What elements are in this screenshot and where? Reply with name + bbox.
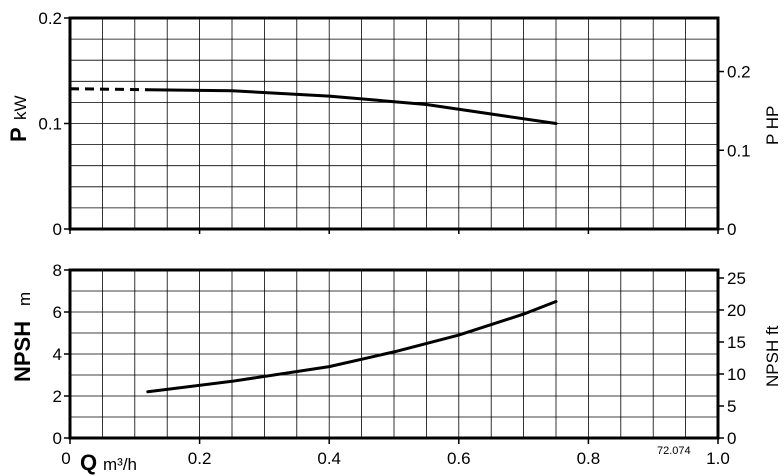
npsh-y2tick-label: 10 (727, 365, 746, 384)
xtick-label: 0.2 (188, 449, 212, 468)
npsh-y2tick-label: 0 (727, 429, 736, 448)
npsh-chart-grid (70, 270, 718, 438)
npsh-y2tick-label: 15 (727, 333, 746, 352)
npsh-chart-frame (68, 268, 720, 440)
xtick-label: 0.6 (447, 449, 471, 468)
power-ytick-label: 0.1 (38, 115, 62, 134)
npsh-ytick-label: 4 (53, 345, 62, 364)
power-series-line-0 (69, 87, 148, 92)
npsh-y2label: NPSH ft (763, 325, 782, 387)
xtick-label: 0.4 (317, 449, 341, 468)
npsh-y2tick-label: 25 (727, 269, 746, 288)
npsh-ytick-label: 2 (53, 387, 62, 406)
power-chart-grid (70, 18, 718, 229)
power-ylabel-unit: kW (11, 95, 30, 120)
power-chart-frame (68, 16, 720, 231)
npsh-series-line-0 (146, 300, 558, 394)
npsh-ylabel-unit: m (15, 292, 34, 306)
npsh-y2tick-label: 5 (727, 397, 736, 416)
power-ylabel-symbol: P (6, 127, 31, 142)
power-y2label: P HP (763, 106, 782, 145)
power-y2tick-label: 0 (727, 220, 736, 239)
npsh-ytick-label: 0 (53, 429, 62, 448)
npsh-ytick-label: 6 (53, 303, 62, 322)
npsh-ytick-label: 8 (53, 261, 62, 280)
power-ytick-label: 0 (53, 220, 62, 239)
xtick-label: 0.8 (577, 449, 601, 468)
power-series-line-1 (146, 88, 558, 125)
power-y2tick-label: 0.1 (727, 141, 751, 160)
chart-marks: 0 0.1 0.2 0 0.1 0.2 0 2 4 6 8 0 5 10 15 20 25 0 0.2 0.4 0.6 0… (38, 9, 750, 468)
xlabel-symbol: Q (80, 450, 97, 475)
npsh-y2tick-label: 20 (727, 301, 746, 320)
xtick-label: 1.0 (706, 449, 730, 468)
xtick-label: 0 (61, 449, 70, 468)
npsh-ylabel-symbol: NPSH (10, 321, 35, 382)
xlabel-unit: m³/h (103, 455, 137, 474)
figure-code: 72.074 (657, 445, 691, 457)
power-ytick-label: 0.2 (38, 9, 62, 28)
power-y2tick-label: 0.2 (727, 63, 751, 82)
